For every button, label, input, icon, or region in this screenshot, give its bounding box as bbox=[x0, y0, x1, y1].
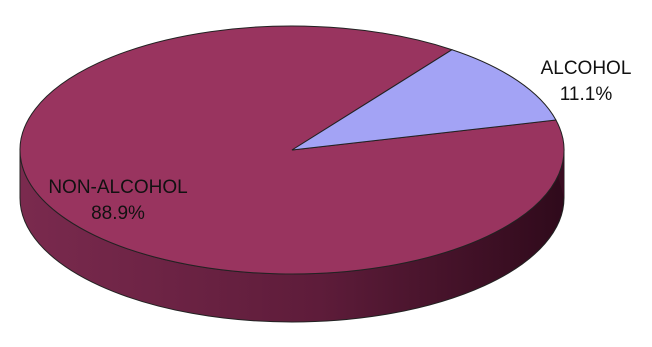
slice-label-alcohol-name: ALCOHOL bbox=[541, 58, 632, 79]
pie-top-face bbox=[19, 25, 565, 275]
slice-label-non-alcohol-value: 88.9% bbox=[91, 203, 145, 224]
pie-slice-alcohol bbox=[291, 49, 557, 151]
pie-labels: NON-ALCOHOL 88.9% ALCOHOL 11.1% bbox=[48, 58, 631, 224]
slice-label-non-alcohol-name: NON-ALCOHOL bbox=[48, 177, 187, 198]
slice-label-alcohol-value: 11.1% bbox=[560, 84, 613, 105]
